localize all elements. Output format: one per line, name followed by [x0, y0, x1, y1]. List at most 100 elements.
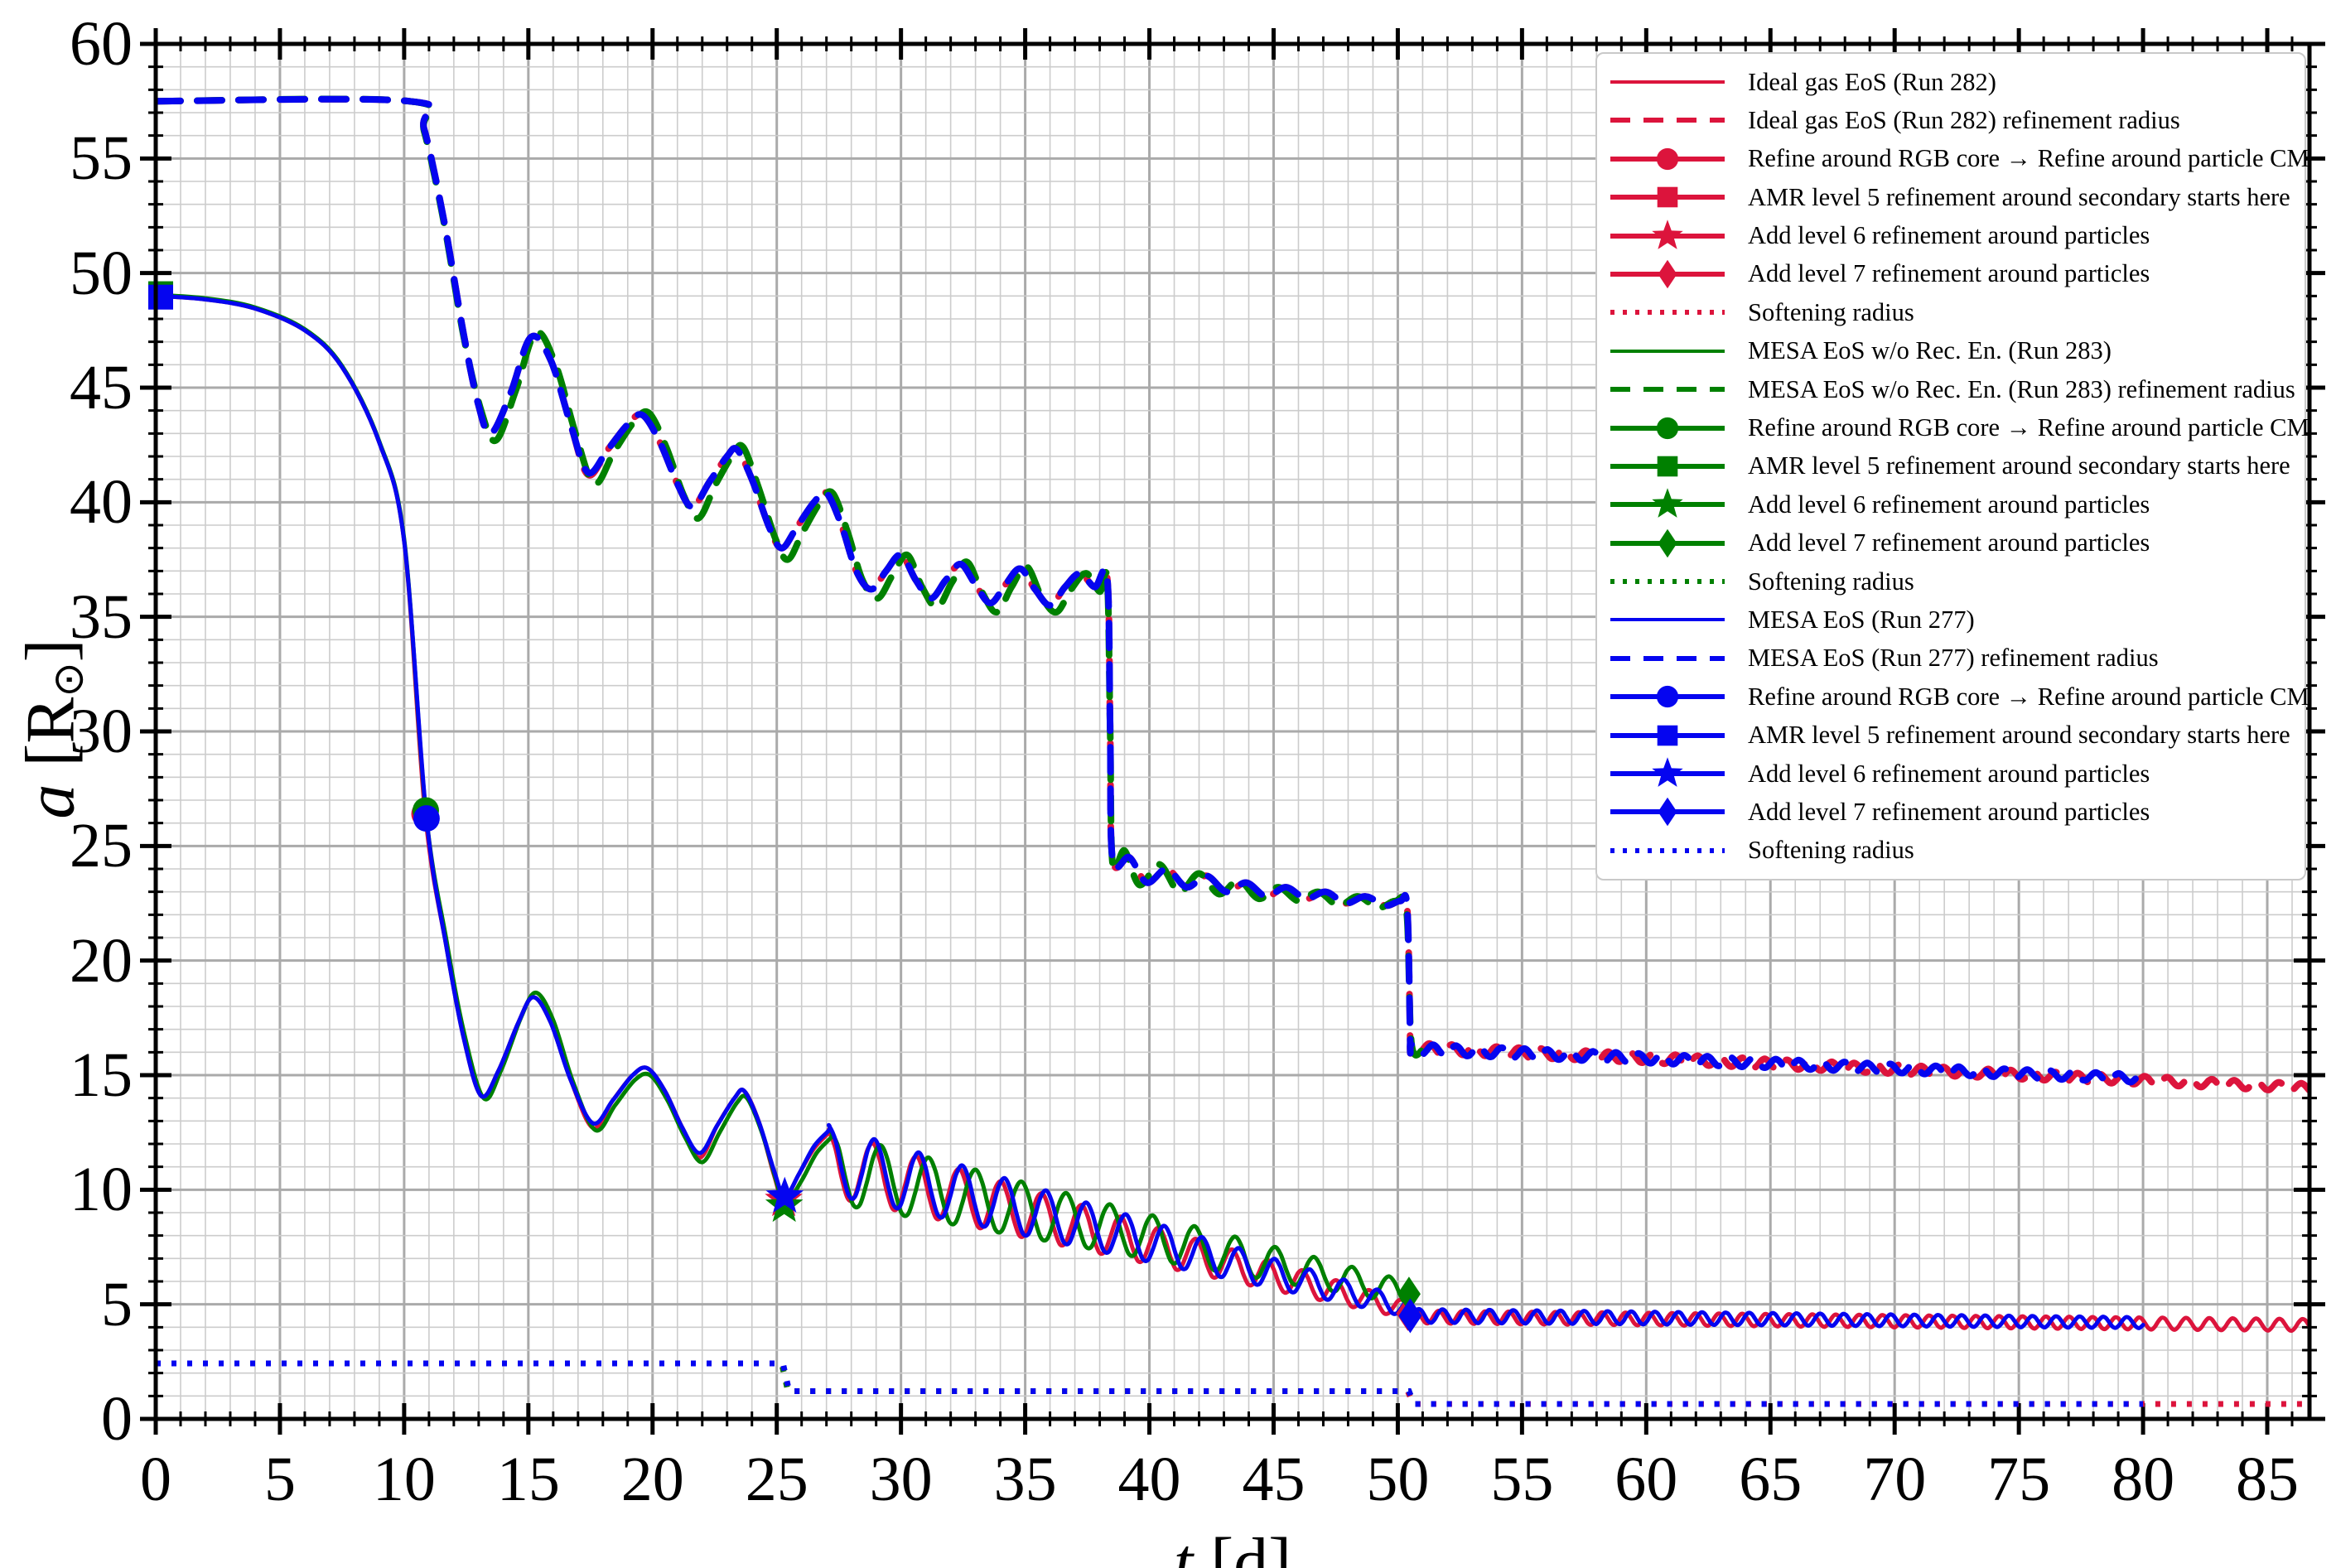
legend-item: Softening radius	[1605, 563, 2296, 600]
x-tick-label: 50	[1366, 1445, 1430, 1514]
legend-item: Softening radius	[1605, 832, 2296, 869]
plot-border	[153, 41, 2312, 1421]
circle-marker-swatch-icon	[1610, 417, 1725, 439]
x-tick-label: 35	[993, 1445, 1057, 1514]
circle-marker-swatch-icon	[1610, 686, 1725, 708]
legend-item-label: Refine around RGB core → Refine around p…	[1748, 682, 2309, 711]
run277-separation-line	[156, 293, 2145, 1330]
sun-symbol-icon: ⊙	[45, 662, 92, 697]
star-marker-swatch-icon	[1610, 219, 1725, 249]
dotted-line-swatch-icon	[1610, 847, 1725, 853]
solid-line-swatch-icon	[1610, 80, 1725, 84]
y-tick-label: 55	[70, 123, 133, 194]
legend-item-label: Softening radius	[1748, 297, 1914, 326]
x-axis-label: t [d]	[1173, 1524, 1292, 1568]
legend-item: Softening radius	[1605, 294, 2296, 330]
legend-item: Refine around RGB core → Refine around p…	[1605, 141, 2309, 177]
legend-item: Add level 6 refinement around particles	[1605, 218, 2296, 254]
legend-item-label: Refine around RGB core → Refine around p…	[1748, 144, 2309, 173]
x-tick-label: 30	[869, 1445, 933, 1514]
legend-item-label: MESA EoS (Run 277)	[1748, 605, 1975, 634]
solid-line-swatch-icon	[1610, 618, 1725, 622]
y-tick-label: 45	[70, 353, 133, 422]
circle-marker-swatch-icon	[1610, 147, 1725, 170]
x-tick-label: 5	[263, 1445, 296, 1514]
run282-separation-line	[156, 293, 2309, 1334]
run277-diamond-marker	[1398, 1298, 1422, 1334]
dotted-line-swatch-icon	[1610, 579, 1725, 585]
y-tick-label: 40	[70, 467, 133, 538]
solid-line-swatch-icon	[1610, 349, 1725, 353]
legend-item-label: MESA EoS (Run 277) refinement radius	[1748, 644, 2159, 673]
x-tick-label: 10	[372, 1445, 436, 1514]
data-curves	[156, 95, 2309, 1407]
legend-item-label: MESA EoS w/o Rec. En. (Run 283)	[1748, 336, 2112, 365]
x-tick-label: 55	[1490, 1445, 1554, 1514]
legend-item: Add level 6 refinement around particles	[1605, 755, 2296, 792]
legend-item: AMR level 5 refinement around secondary …	[1605, 717, 2296, 754]
legend-item-label: Softening radius	[1748, 836, 1914, 865]
x-tick-label: 0	[140, 1445, 171, 1514]
y-tick-label: 15	[70, 1040, 133, 1110]
legend: Ideal gas EoS (Run 282) Ideal gas EoS (Ru…	[1595, 52, 2309, 880]
diamond-marker-swatch-icon	[1610, 798, 1725, 827]
legend-item: Ideal gas EoS (Run 282)	[1605, 64, 2296, 100]
legend-item-label: Ideal gas EoS (Run 282) refinement radiu…	[1748, 105, 2180, 134]
legend-item: MESA EoS (Run 277) refinement radius	[1605, 640, 2296, 677]
legend-item: Add level 7 refinement around particles	[1605, 525, 2296, 562]
star-marker-swatch-icon	[1610, 488, 1725, 519]
legend-item: AMR level 5 refinement around secondary …	[1605, 448, 2296, 485]
y-axis-label: a [R⊙]	[12, 639, 92, 819]
x-tick-label: 40	[1117, 1445, 1181, 1514]
dotted-line-swatch-icon	[1610, 310, 1725, 316]
legend-item-label: AMR level 5 refinement around secondary …	[1748, 451, 2290, 480]
diamond-marker-swatch-icon	[1610, 259, 1725, 289]
y-tick-label: 50	[70, 238, 133, 308]
x-tick-label: 45	[1242, 1445, 1306, 1514]
y-tick-label: 5	[101, 1269, 133, 1339]
legend-item: MESA EoS w/o Rec. En. (Run 283) refineme…	[1605, 371, 2296, 408]
dashed-line-swatch-icon	[1610, 655, 1725, 661]
square-marker-swatch-icon	[1610, 725, 1725, 745]
square-marker-swatch-icon	[1610, 456, 1725, 477]
run277-refinement-line	[156, 95, 2147, 1086]
square-marker-swatch-icon	[1610, 186, 1725, 208]
legend-item-label: Add level 7 refinement around particles	[1748, 797, 2150, 826]
legend-item: Refine around RGB core → Refine around p…	[1605, 678, 2309, 715]
x-tick-label: 65	[1739, 1445, 1803, 1514]
diamond-marker-swatch-icon	[1610, 528, 1725, 557]
legend-item: Add level 7 refinement around particles	[1605, 256, 2296, 292]
legend-item-label: MESA EoS w/o Rec. En. (Run 283) refineme…	[1748, 374, 2295, 403]
legend-item: AMR level 5 refinement around secondary …	[1605, 179, 2296, 215]
run277-softening-line	[156, 1360, 2144, 1407]
legend-item-label: AMR level 5 refinement around secondary …	[1748, 721, 2290, 750]
x-tick-label: 20	[620, 1445, 684, 1514]
star-marker-swatch-icon	[1610, 757, 1725, 787]
legend-item-label: Softening radius	[1748, 567, 1914, 596]
dashed-line-swatch-icon	[1610, 387, 1725, 393]
x-tick-label: 25	[745, 1445, 808, 1514]
legend-item: MESA EoS w/o Rec. En. (Run 283)	[1605, 333, 2296, 369]
y-tick-label: 30	[70, 697, 133, 766]
x-tick-label: 70	[1863, 1445, 1927, 1514]
legend-item: Refine around RGB core → Refine around p…	[1605, 410, 2309, 446]
y-tick-label: 35	[70, 581, 133, 652]
legend-item: MESA EoS (Run 277)	[1605, 601, 2296, 638]
x-tick-label: 60	[1614, 1445, 1678, 1514]
legend-item: Add level 6 refinement around particles	[1605, 486, 2296, 523]
x-tick-label: 15	[496, 1445, 560, 1514]
x-tick-label: 85	[2236, 1445, 2300, 1514]
legend-item-label: Add level 7 refinement around particles	[1748, 259, 2150, 288]
y-tick-label: 25	[70, 811, 133, 881]
legend-item-label: Add level 7 refinement around particles	[1748, 528, 2150, 557]
x-tick-label: 80	[2112, 1445, 2175, 1514]
y-tick-label: 10	[70, 1155, 133, 1225]
run277-circle-marker	[413, 805, 440, 832]
y-tick-label: 20	[70, 925, 133, 996]
y-tick-label: 60	[70, 9, 133, 79]
legend-item-label: Add level 6 refinement around particles	[1748, 490, 2150, 519]
legend-item-label: Refine around RGB core → Refine around p…	[1748, 413, 2309, 442]
legend-item: Ideal gas EoS (Run 282) refinement radiu…	[1605, 102, 2296, 138]
legend-item: Add level 7 refinement around particles	[1605, 794, 2296, 830]
